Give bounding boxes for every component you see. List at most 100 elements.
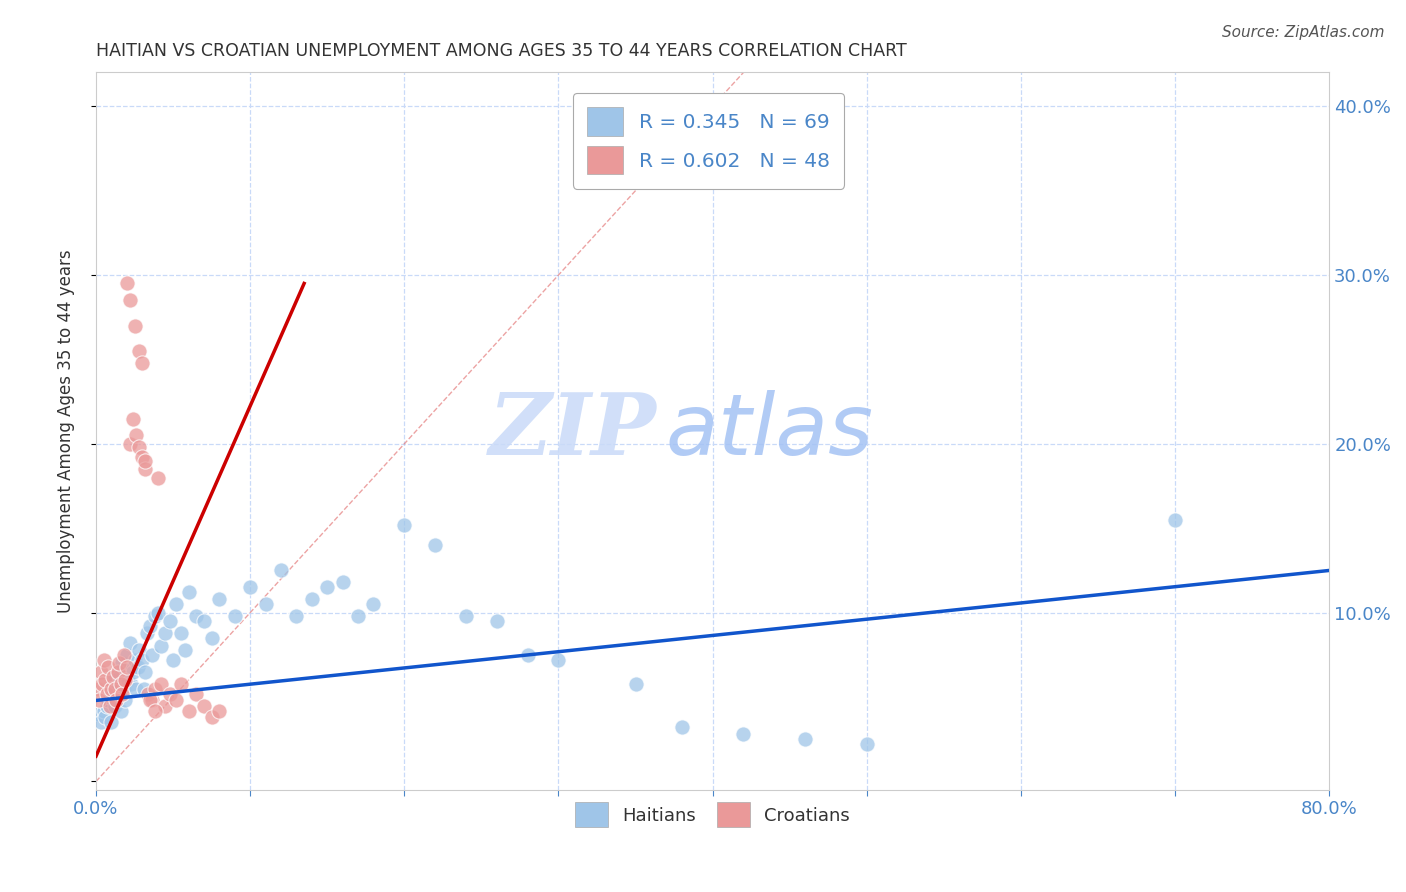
Point: [87, 706, 110, 721]
Point: [177, 585, 200, 599]
Point: [159, 687, 181, 701]
Point: [224, 609, 246, 624]
Point: [118, 636, 141, 650]
Point: [394, 517, 416, 532]
Point: [105, 687, 128, 701]
Point: [105, 693, 128, 707]
Point: [332, 575, 354, 590]
Point: [100, 681, 122, 696]
Point: [186, 687, 208, 701]
Point: [143, 704, 166, 718]
Point: [454, 609, 477, 624]
Point: [177, 704, 200, 718]
Point: [141, 648, 163, 662]
Point: [97, 693, 120, 707]
Point: [112, 648, 135, 662]
Point: [270, 564, 292, 578]
Point: [114, 693, 136, 707]
Point: [124, 318, 146, 333]
Point: [115, 659, 138, 673]
Point: [855, 737, 877, 751]
Point: [115, 277, 138, 291]
Point: [516, 648, 538, 662]
Text: HAITIAN VS CROATIAN UNEMPLOYMENT AMONG AGES 35 TO 44 YEARS CORRELATION CHART: HAITIAN VS CROATIAN UNEMPLOYMENT AMONG A…: [96, 42, 907, 60]
Point: [134, 453, 156, 467]
Point: [114, 673, 136, 688]
Point: [112, 681, 135, 696]
Point: [107, 676, 129, 690]
Point: [201, 710, 224, 724]
Point: [122, 665, 145, 679]
Point: [239, 580, 262, 594]
Point: [201, 631, 224, 645]
Point: [98, 698, 121, 713]
Text: atlas: atlas: [666, 390, 873, 473]
Point: [100, 681, 122, 696]
Point: [363, 597, 385, 611]
Point: [86, 681, 108, 696]
Point: [347, 609, 370, 624]
Point: [193, 614, 215, 628]
Point: [122, 411, 145, 425]
Point: [162, 653, 184, 667]
Point: [159, 614, 181, 628]
Legend: Haitians, Croatians: Haitians, Croatians: [568, 795, 858, 835]
Y-axis label: Unemployment Among Ages 35 to 44 years: Unemployment Among Ages 35 to 44 years: [58, 250, 75, 613]
Point: [103, 681, 125, 696]
Point: [301, 592, 323, 607]
Point: [108, 657, 131, 671]
Point: [90, 715, 112, 730]
Text: ZIP: ZIP: [489, 390, 657, 473]
Point: [110, 676, 132, 690]
Point: [128, 642, 150, 657]
Point: [170, 626, 193, 640]
Point: [101, 670, 124, 684]
Point: [254, 597, 277, 611]
Point: [93, 653, 115, 667]
Point: [131, 450, 153, 465]
Point: [110, 704, 132, 718]
Point: [135, 626, 157, 640]
Point: [117, 673, 139, 688]
Point: [125, 681, 148, 696]
Point: [165, 597, 187, 611]
Point: [165, 693, 187, 707]
Text: Source: ZipAtlas.com: Source: ZipAtlas.com: [1222, 25, 1385, 40]
Point: [118, 437, 141, 451]
Point: [733, 727, 755, 741]
Point: [103, 698, 125, 713]
Point: [97, 659, 120, 673]
Point: [107, 665, 129, 679]
Point: [146, 606, 169, 620]
Point: [87, 693, 110, 707]
Point: [131, 356, 153, 370]
Point: [94, 673, 117, 688]
Point: [121, 676, 143, 690]
Point: [624, 676, 647, 690]
Point: [285, 609, 308, 624]
Point: [208, 704, 231, 718]
Point: [138, 687, 160, 701]
Point: [425, 538, 447, 552]
Point: [794, 732, 817, 747]
Point: [155, 626, 177, 640]
Point: [100, 715, 122, 730]
Point: [141, 693, 163, 707]
Point: [485, 614, 508, 628]
Point: [111, 687, 134, 701]
Point: [96, 687, 118, 701]
Point: [208, 592, 231, 607]
Point: [131, 653, 153, 667]
Point: [90, 665, 112, 679]
Point: [139, 619, 162, 633]
Point: [146, 470, 169, 484]
Point: [128, 440, 150, 454]
Point: [139, 693, 162, 707]
Point: [149, 676, 172, 690]
Point: [94, 710, 117, 724]
Point: [118, 293, 141, 308]
Point: [143, 681, 166, 696]
Point: [124, 653, 146, 667]
Point: [91, 676, 114, 690]
Point: [128, 343, 150, 358]
